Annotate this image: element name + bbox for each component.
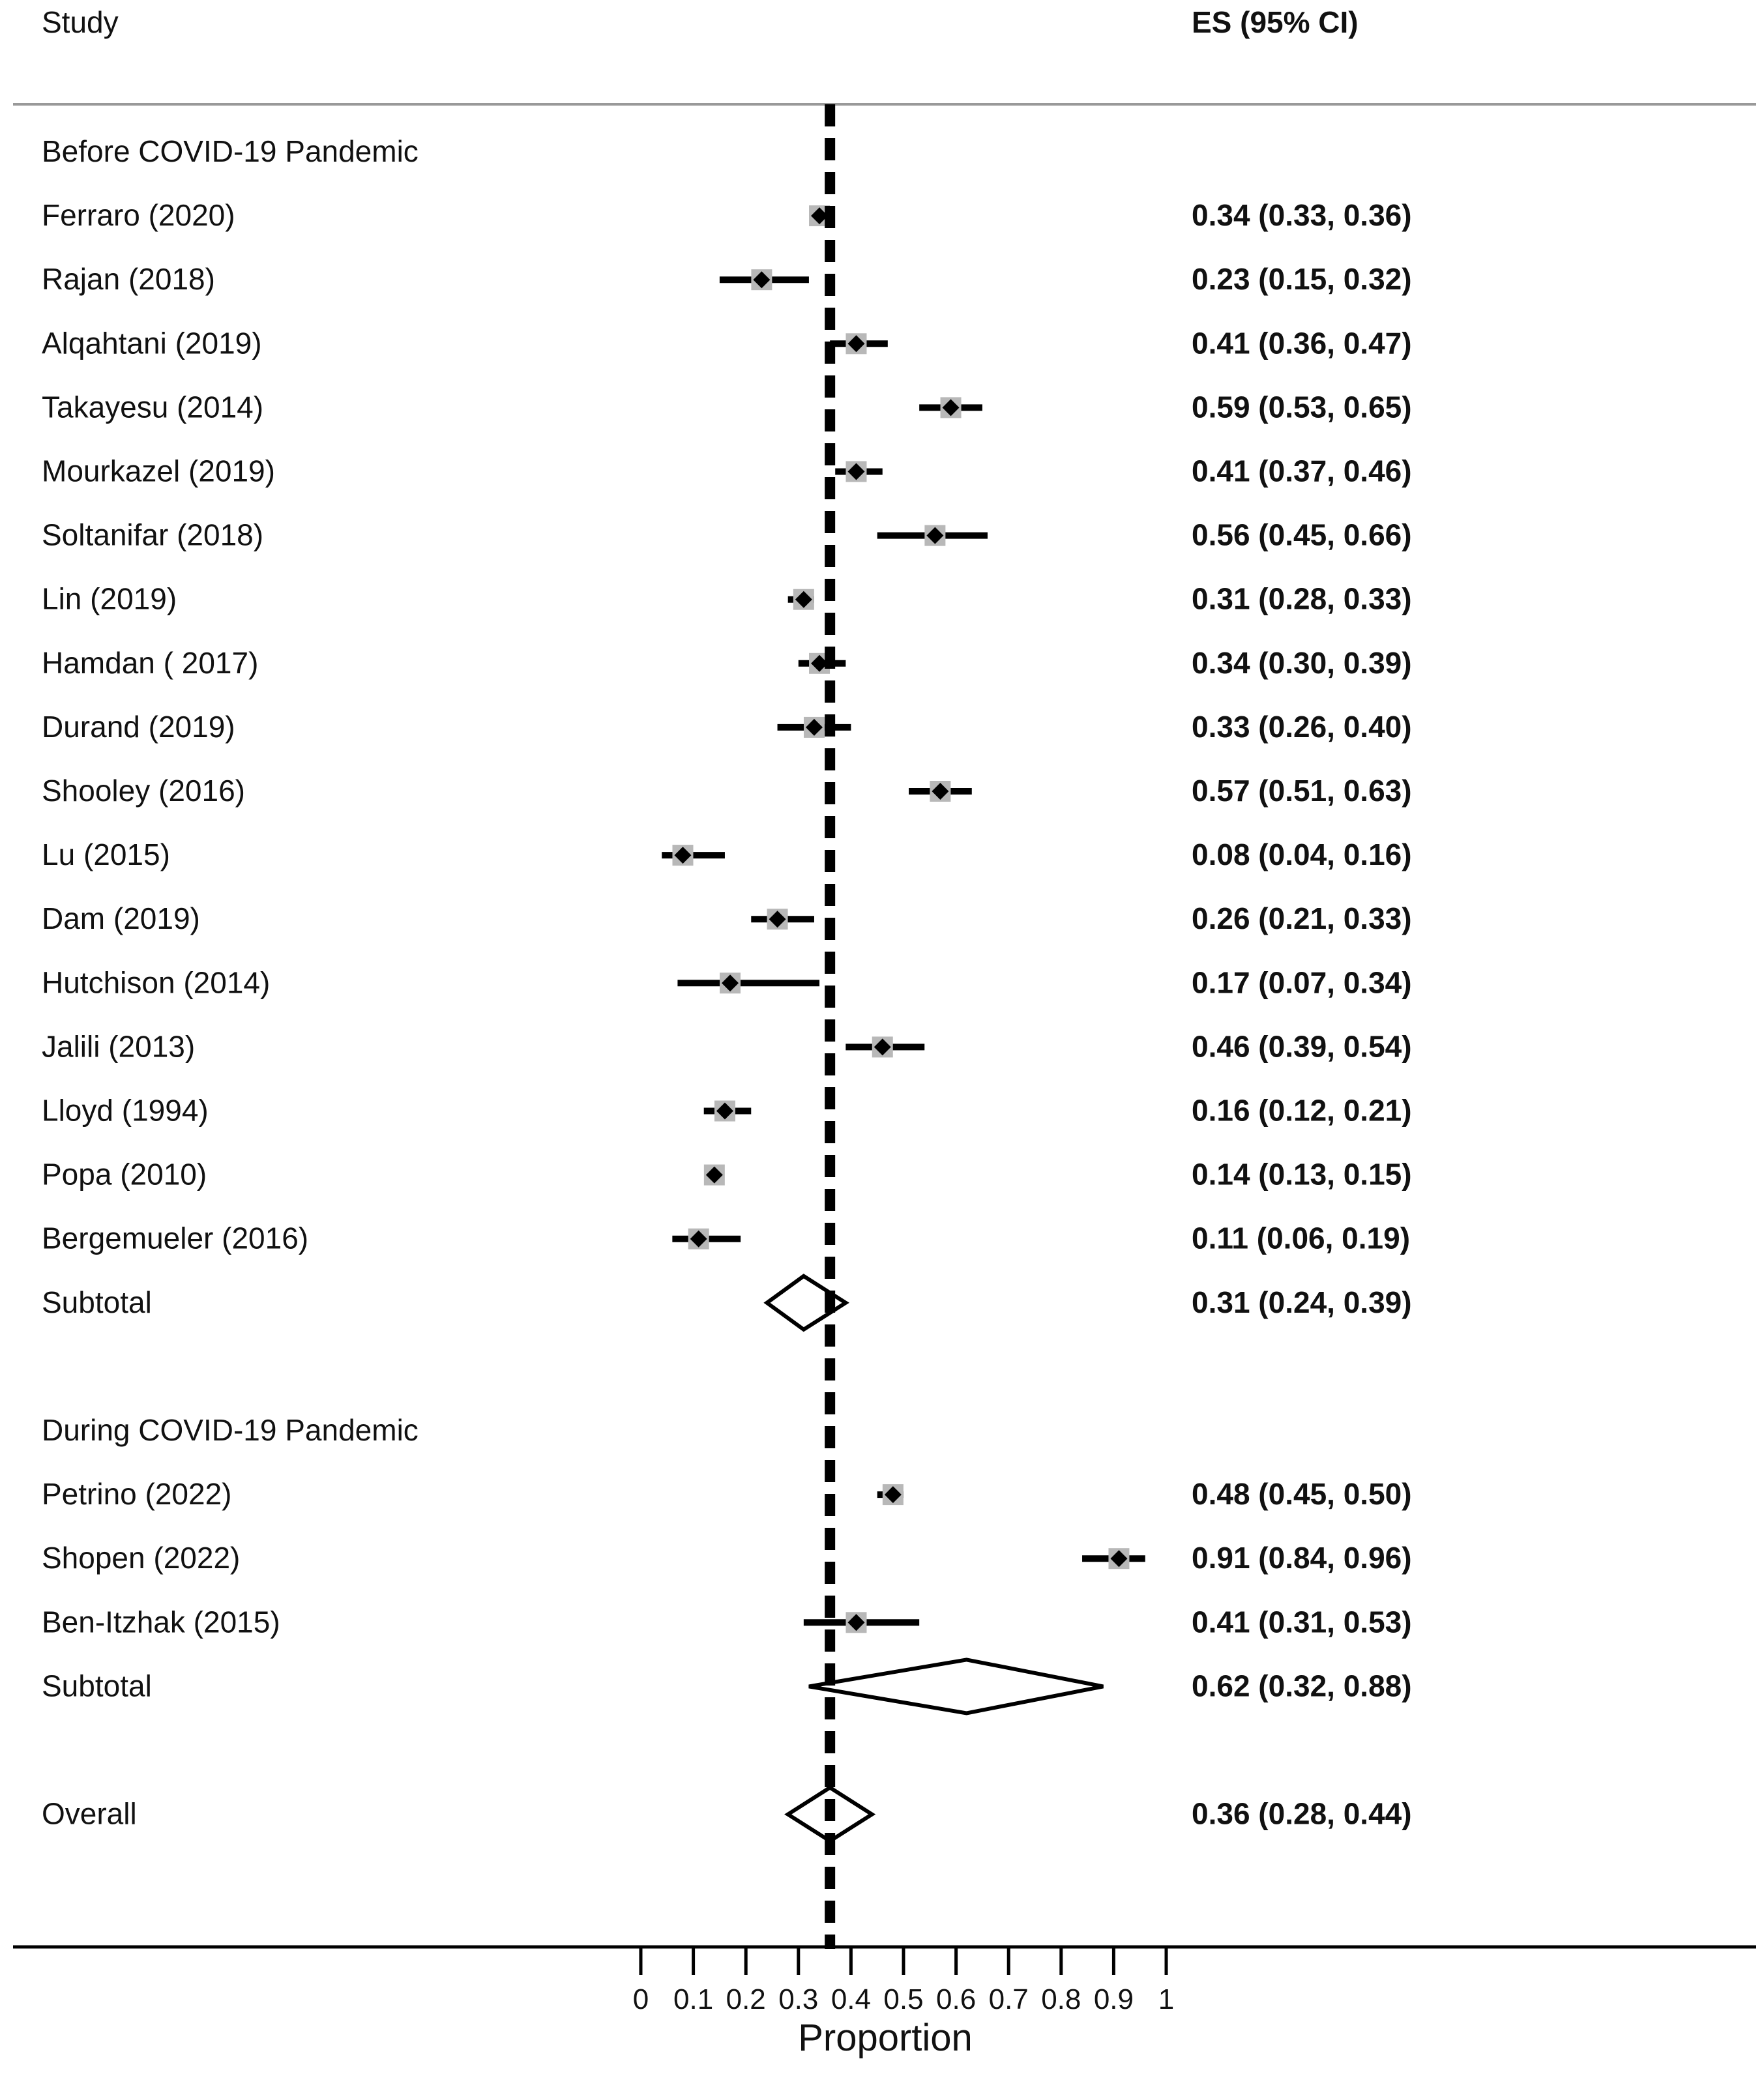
study-name: Durand (2019) [42,710,235,744]
point-estimate [811,207,829,225]
study-name: Bergemueler (2016) [42,1221,308,1255]
point-estimate [884,1486,902,1504]
study-es-label: 0.56 (0.45, 0.66) [1192,518,1412,552]
study-es-label: 0.17 (0.07, 0.34) [1192,965,1412,999]
study-es-label: 0.41 (0.37, 0.46) [1192,454,1412,488]
study-name: Jalili (2013) [42,1029,195,1063]
x-tick-label: 0.1 [673,1983,713,2015]
x-tick-label: 0.5 [883,1983,923,2015]
header-es: ES (95% CI) [1192,5,1359,39]
subtotal-label: Subtotal [42,1669,152,1702]
study-es-label: 0.59 (0.53, 0.65) [1192,390,1412,424]
study-name: Rajan (2018) [42,262,215,296]
x-axis-label: Proportion [798,2017,973,2059]
study-name: Soltanifar (2018) [42,518,263,552]
study-name: Petrino (2022) [42,1477,232,1511]
point-estimate [769,911,786,928]
x-tick-label: 0.7 [989,1983,1029,2015]
group-title: Before COVID-19 Pandemic [42,134,419,168]
study-name: Mourkazel (2019) [42,454,275,488]
study-name: Ben-Itzhak (2015) [42,1605,280,1639]
study-es-label: 0.11 (0.06, 0.19) [1192,1221,1410,1255]
x-tick-label: 1 [1158,1983,1174,2015]
point-estimate [847,463,865,480]
point-estimate [795,591,812,608]
study-es-label: 0.57 (0.51, 0.63) [1192,774,1412,808]
overall-label: Overall [42,1797,137,1831]
point-estimate [942,399,960,416]
point-estimate [811,654,829,672]
point-estimate [926,527,944,544]
point-estimate [705,1166,723,1184]
point-estimate [805,718,823,736]
study-es-label: 0.41 (0.36, 0.47) [1192,326,1412,360]
point-estimate [722,974,739,992]
group-title: During COVID-19 Pandemic [42,1413,419,1447]
study-es-label: 0.41 (0.31, 0.53) [1192,1605,1412,1639]
study-name: Lloyd (1994) [42,1094,209,1128]
study-es-label: 0.91 (0.84, 0.96) [1192,1541,1412,1575]
overall-diamond [784,1785,876,1844]
subtotal-es-label: 0.31 (0.24, 0.39) [1192,1285,1412,1319]
study-name: Hutchison (2014) [42,965,270,999]
study-es-label: 0.34 (0.33, 0.36) [1192,198,1412,232]
subtotal-diamond [808,1658,1104,1716]
study-es-label: 0.31 (0.28, 0.33) [1192,582,1412,616]
subtotal-label: Subtotal [42,1285,152,1319]
overall-es-label: 0.36 (0.28, 0.44) [1192,1797,1412,1831]
x-tick-label: 0.4 [831,1983,871,2015]
study-es-label: 0.48 (0.45, 0.50) [1192,1477,1412,1511]
point-estimate [847,335,865,353]
study-es-label: 0.14 (0.13, 0.15) [1192,1158,1412,1191]
rows-layer: Before COVID-19 Pandemic Ferraro (2020) 0.… [42,134,1412,1844]
study-es-label: 0.34 (0.30, 0.39) [1192,646,1412,680]
point-estimate [1110,1550,1128,1568]
point-estimate [753,271,771,289]
point-estimate [932,783,949,800]
point-estimate [716,1102,733,1120]
subtotal-es-label: 0.62 (0.32, 0.88) [1192,1669,1412,1702]
x-tick-label: 0.9 [1094,1983,1134,2015]
study-name: Lin (2019) [42,582,177,616]
x-tick-label: 0.3 [778,1983,818,2015]
x-tick-label: 0.8 [1041,1983,1081,2015]
study-es-label: 0.26 (0.21, 0.33) [1192,901,1412,935]
subtotal-diamond [763,1274,849,1332]
study-name: Takayesu (2014) [42,390,263,424]
study-es-label: 0.46 (0.39, 0.54) [1192,1029,1412,1063]
study-name: Popa (2010) [42,1158,207,1191]
study-es-label: 0.23 (0.15, 0.32) [1192,262,1412,296]
point-estimate [674,847,692,864]
study-es-label: 0.33 (0.26, 0.40) [1192,710,1412,744]
x-tick-label: 0 [633,1983,649,2015]
study-name: Ferraro (2020) [42,198,235,232]
study-name: Shopen (2022) [42,1541,240,1575]
study-name: Dam (2019) [42,901,200,935]
x-tick-label: 0.2 [726,1983,766,2015]
point-estimate [847,1614,865,1631]
study-name: Hamdan ( 2017) [42,646,258,680]
point-estimate [874,1038,891,1056]
header-study: Study [42,5,119,39]
study-es-label: 0.16 (0.12, 0.21) [1192,1094,1412,1128]
x-tick-label: 0.6 [936,1983,976,2015]
study-es-label: 0.08 (0.04, 0.16) [1192,838,1412,871]
study-name: Alqahtani (2019) [42,326,262,360]
x-axis-ticks: 0 0.1 0.2 0.3 0.4 0.5 0.6 0.7 0.8 0.9 1 [633,1947,1174,2015]
point-estimate [690,1230,707,1248]
study-name: Shooley (2016) [42,774,245,808]
study-name: Lu (2015) [42,838,170,871]
